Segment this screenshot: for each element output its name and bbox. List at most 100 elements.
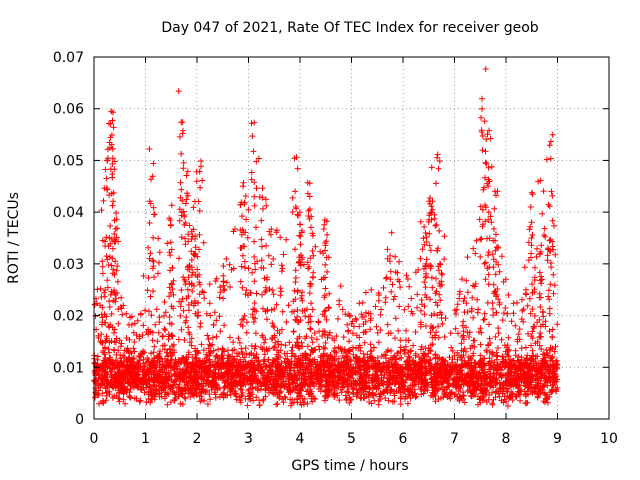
data-point xyxy=(344,388,351,395)
data-point xyxy=(241,372,248,379)
data-point xyxy=(112,238,119,245)
data-point xyxy=(271,324,278,331)
data-point xyxy=(169,286,176,293)
data-point xyxy=(491,359,498,366)
data-point xyxy=(498,397,505,404)
data-point xyxy=(278,360,285,367)
data-point xyxy=(297,262,304,269)
data-point xyxy=(278,341,285,348)
data-point xyxy=(432,364,439,371)
data-point xyxy=(392,335,398,342)
data-point xyxy=(287,365,294,372)
data-point xyxy=(253,308,260,315)
data-point xyxy=(356,300,363,307)
data-point xyxy=(280,373,287,380)
data-point xyxy=(209,334,216,341)
data-point xyxy=(258,383,264,390)
data-point xyxy=(198,397,205,403)
data-point xyxy=(103,397,110,404)
data-point xyxy=(277,234,284,241)
data-point xyxy=(236,379,243,386)
data-point xyxy=(292,373,299,379)
data-point xyxy=(182,241,189,248)
data-point xyxy=(331,385,338,392)
data-point xyxy=(161,378,168,384)
data-point xyxy=(317,383,324,390)
data-point xyxy=(465,359,472,366)
data-point xyxy=(307,326,314,333)
data-point xyxy=(544,352,551,359)
data-point xyxy=(554,321,561,328)
data-point xyxy=(471,360,478,367)
data-point xyxy=(111,166,118,173)
data-point xyxy=(459,322,466,329)
data-point xyxy=(176,255,182,262)
data-point xyxy=(382,294,389,301)
data-point xyxy=(441,334,448,340)
data-point xyxy=(554,376,561,383)
data-point xyxy=(113,339,119,346)
data-point xyxy=(503,360,510,367)
data-point xyxy=(268,261,275,268)
data-point xyxy=(294,287,301,294)
data-point xyxy=(466,334,472,340)
data-point xyxy=(312,396,319,402)
data-point xyxy=(545,373,552,380)
data-point xyxy=(297,233,304,240)
data-point xyxy=(109,171,116,177)
data-point xyxy=(166,215,173,222)
data-point xyxy=(220,282,227,289)
data-point xyxy=(111,217,118,224)
data-point xyxy=(397,348,404,355)
data-point xyxy=(217,328,224,335)
data-point xyxy=(493,388,500,395)
data-point xyxy=(240,316,247,322)
data-point xyxy=(256,397,262,404)
data-point xyxy=(436,227,443,234)
data-point xyxy=(182,387,189,394)
data-point xyxy=(538,346,545,353)
data-point xyxy=(183,367,190,374)
data-point xyxy=(341,346,348,353)
data-point xyxy=(95,370,102,377)
data-point xyxy=(433,275,439,282)
data-point xyxy=(234,350,240,357)
data-point xyxy=(384,321,391,328)
data-point xyxy=(109,117,116,124)
data-point xyxy=(230,339,237,346)
data-point xyxy=(184,192,191,199)
data-point xyxy=(540,188,547,195)
data-point xyxy=(411,379,418,386)
data-point xyxy=(383,364,389,371)
data-point xyxy=(364,357,371,364)
data-point xyxy=(221,286,228,293)
data-point xyxy=(427,195,433,201)
data-point xyxy=(407,358,414,365)
data-point xyxy=(528,242,535,249)
data-point xyxy=(154,338,161,345)
data-point xyxy=(265,377,272,384)
data-point xyxy=(366,386,373,393)
data-point xyxy=(528,333,535,340)
data-point xyxy=(491,205,498,212)
data-point xyxy=(439,271,446,278)
data-point xyxy=(250,306,257,312)
data-point xyxy=(227,284,233,290)
data-point xyxy=(320,350,327,357)
data-point xyxy=(235,335,242,342)
data-point xyxy=(460,352,467,359)
data-point xyxy=(365,391,372,398)
data-point xyxy=(422,323,429,330)
data-point xyxy=(292,188,299,195)
data-point xyxy=(346,338,353,345)
data-point xyxy=(420,352,427,359)
data-point xyxy=(346,394,353,401)
data-point xyxy=(436,354,443,361)
data-point xyxy=(489,251,496,258)
data-point xyxy=(317,364,323,371)
data-point xyxy=(483,136,490,143)
data-point xyxy=(104,277,111,284)
data-point xyxy=(151,393,158,400)
data-point xyxy=(421,377,428,383)
data-point xyxy=(344,321,351,328)
